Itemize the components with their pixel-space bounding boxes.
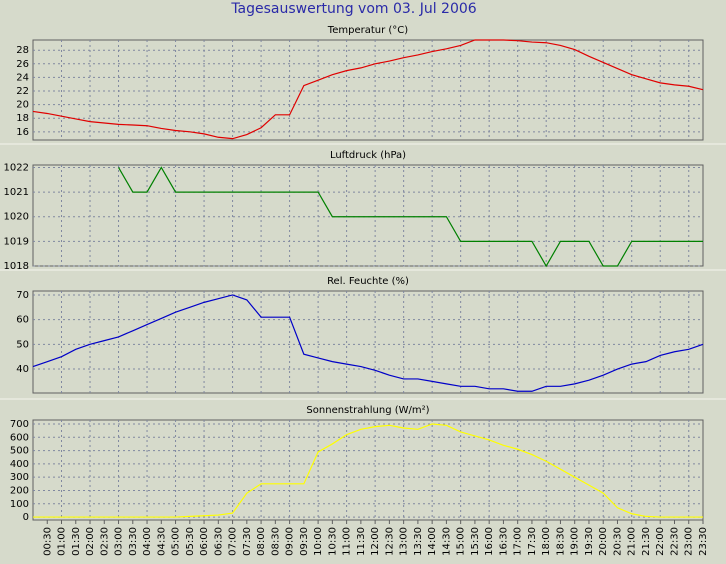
x-tick-label: 18:30 [555,527,566,556]
plot-area [32,39,704,141]
x-tick-label: 02:30 [99,527,110,556]
x-tick-label: 13:30 [413,527,424,556]
y-tick-label: 40 [16,364,29,375]
panel-title: Sonnenstrahlung (W/m²) [306,405,429,416]
y-tick-label: 200 [10,485,29,496]
plot-area [32,419,704,521]
panel-title: Luftdruck (hPa) [330,150,406,161]
x-tick-label: 21:30 [641,527,652,556]
y-tick-label: 300 [10,472,29,483]
x-tick-label: 20:30 [612,527,623,556]
x-tick-label: 11:00 [342,527,353,556]
x-tick-label: 10:00 [313,527,324,556]
x-tick-label: 16:30 [498,527,509,556]
x-tick-label: 06:00 [199,527,210,556]
y-tick-label: 500 [10,446,29,457]
y-tick-label: 60 [16,315,29,326]
y-tick-label: 1018 [4,261,29,272]
x-tick-label: 00:30 [42,527,53,556]
plot-area [32,290,704,394]
y-tick-label: 24 [16,72,29,83]
x-tick-label: 20:00 [598,527,609,556]
y-tick-label: 100 [10,499,29,510]
x-tick-label: 11:30 [356,527,367,556]
data-line [118,166,703,268]
x-tick-label: 23:30 [698,527,709,556]
y-tick-label: 1020 [4,212,29,223]
x-tick-label: 21:00 [627,527,638,556]
x-tick-label: 10:30 [327,527,338,556]
y-tick-label: 400 [10,459,29,470]
page-title: Tagesauswertung vom 03. Jul 2006 [230,1,476,17]
y-tick-label: 700 [10,419,29,430]
x-tick-label: 15:30 [470,527,481,556]
x-tick-label: 01:00 [57,527,68,556]
y-tick-label: 0 [23,512,29,523]
x-tick-label: 19:30 [584,527,595,556]
x-tick-label: 03:00 [114,527,125,556]
x-tick-label: 09:00 [285,527,296,556]
x-tick-label: 02:00 [85,527,96,556]
y-tick-label: 22 [16,86,29,97]
data-line [33,423,703,518]
x-tick-label: 17:30 [527,527,538,556]
x-tick-label: 07:00 [228,527,239,556]
x-tick-label: 22:00 [655,527,666,556]
y-tick-label: 20 [16,100,29,111]
x-tick-label: 03:30 [128,527,139,556]
x-tick-label: 15:00 [456,527,467,556]
x-tick-label: 09:30 [299,527,310,556]
x-tick-label: 22:30 [669,527,680,556]
x-tick-label: 13:00 [399,527,410,556]
data-line [32,294,704,392]
data-line [32,39,704,140]
x-tick-label: 07:30 [242,527,253,556]
x-tick-label: 01:30 [71,527,82,556]
y-tick-label: 50 [16,339,29,350]
x-tick-label: 16:00 [484,527,495,556]
x-tick-label: 12:00 [370,527,381,556]
x-tick-label: 12:30 [384,527,395,556]
panel-title: Temperatur (°C) [327,25,408,36]
y-tick-label: 600 [10,432,29,443]
panel-title: Rel. Feuchte (%) [327,276,409,287]
x-tick-label: 04:30 [156,527,167,556]
x-tick-label: 08:00 [256,527,267,556]
y-tick-label: 70 [16,290,29,301]
x-tick-label: 18:00 [541,527,552,556]
x-tick-label: 06:30 [213,527,224,556]
x-tick-label: 05:00 [171,527,182,556]
y-tick-label: 26 [16,59,29,70]
x-tick-label: 04:00 [142,527,153,556]
y-tick-label: 1022 [4,162,29,173]
x-tick-label: 19:00 [570,527,581,556]
y-tick-label: 1019 [4,236,29,247]
x-tick-label: 05:30 [185,527,196,556]
y-tick-label: 28 [16,45,29,56]
x-tick-label: 23:00 [684,527,695,556]
x-tick-label: 08:30 [270,527,281,556]
y-tick-label: 16 [16,127,29,138]
x-tick-label: 14:30 [441,527,452,556]
y-tick-label: 18 [16,113,29,124]
x-tick-label: 14:00 [427,527,438,556]
x-tick-label: 17:00 [513,527,524,556]
y-tick-label: 1021 [4,187,29,198]
